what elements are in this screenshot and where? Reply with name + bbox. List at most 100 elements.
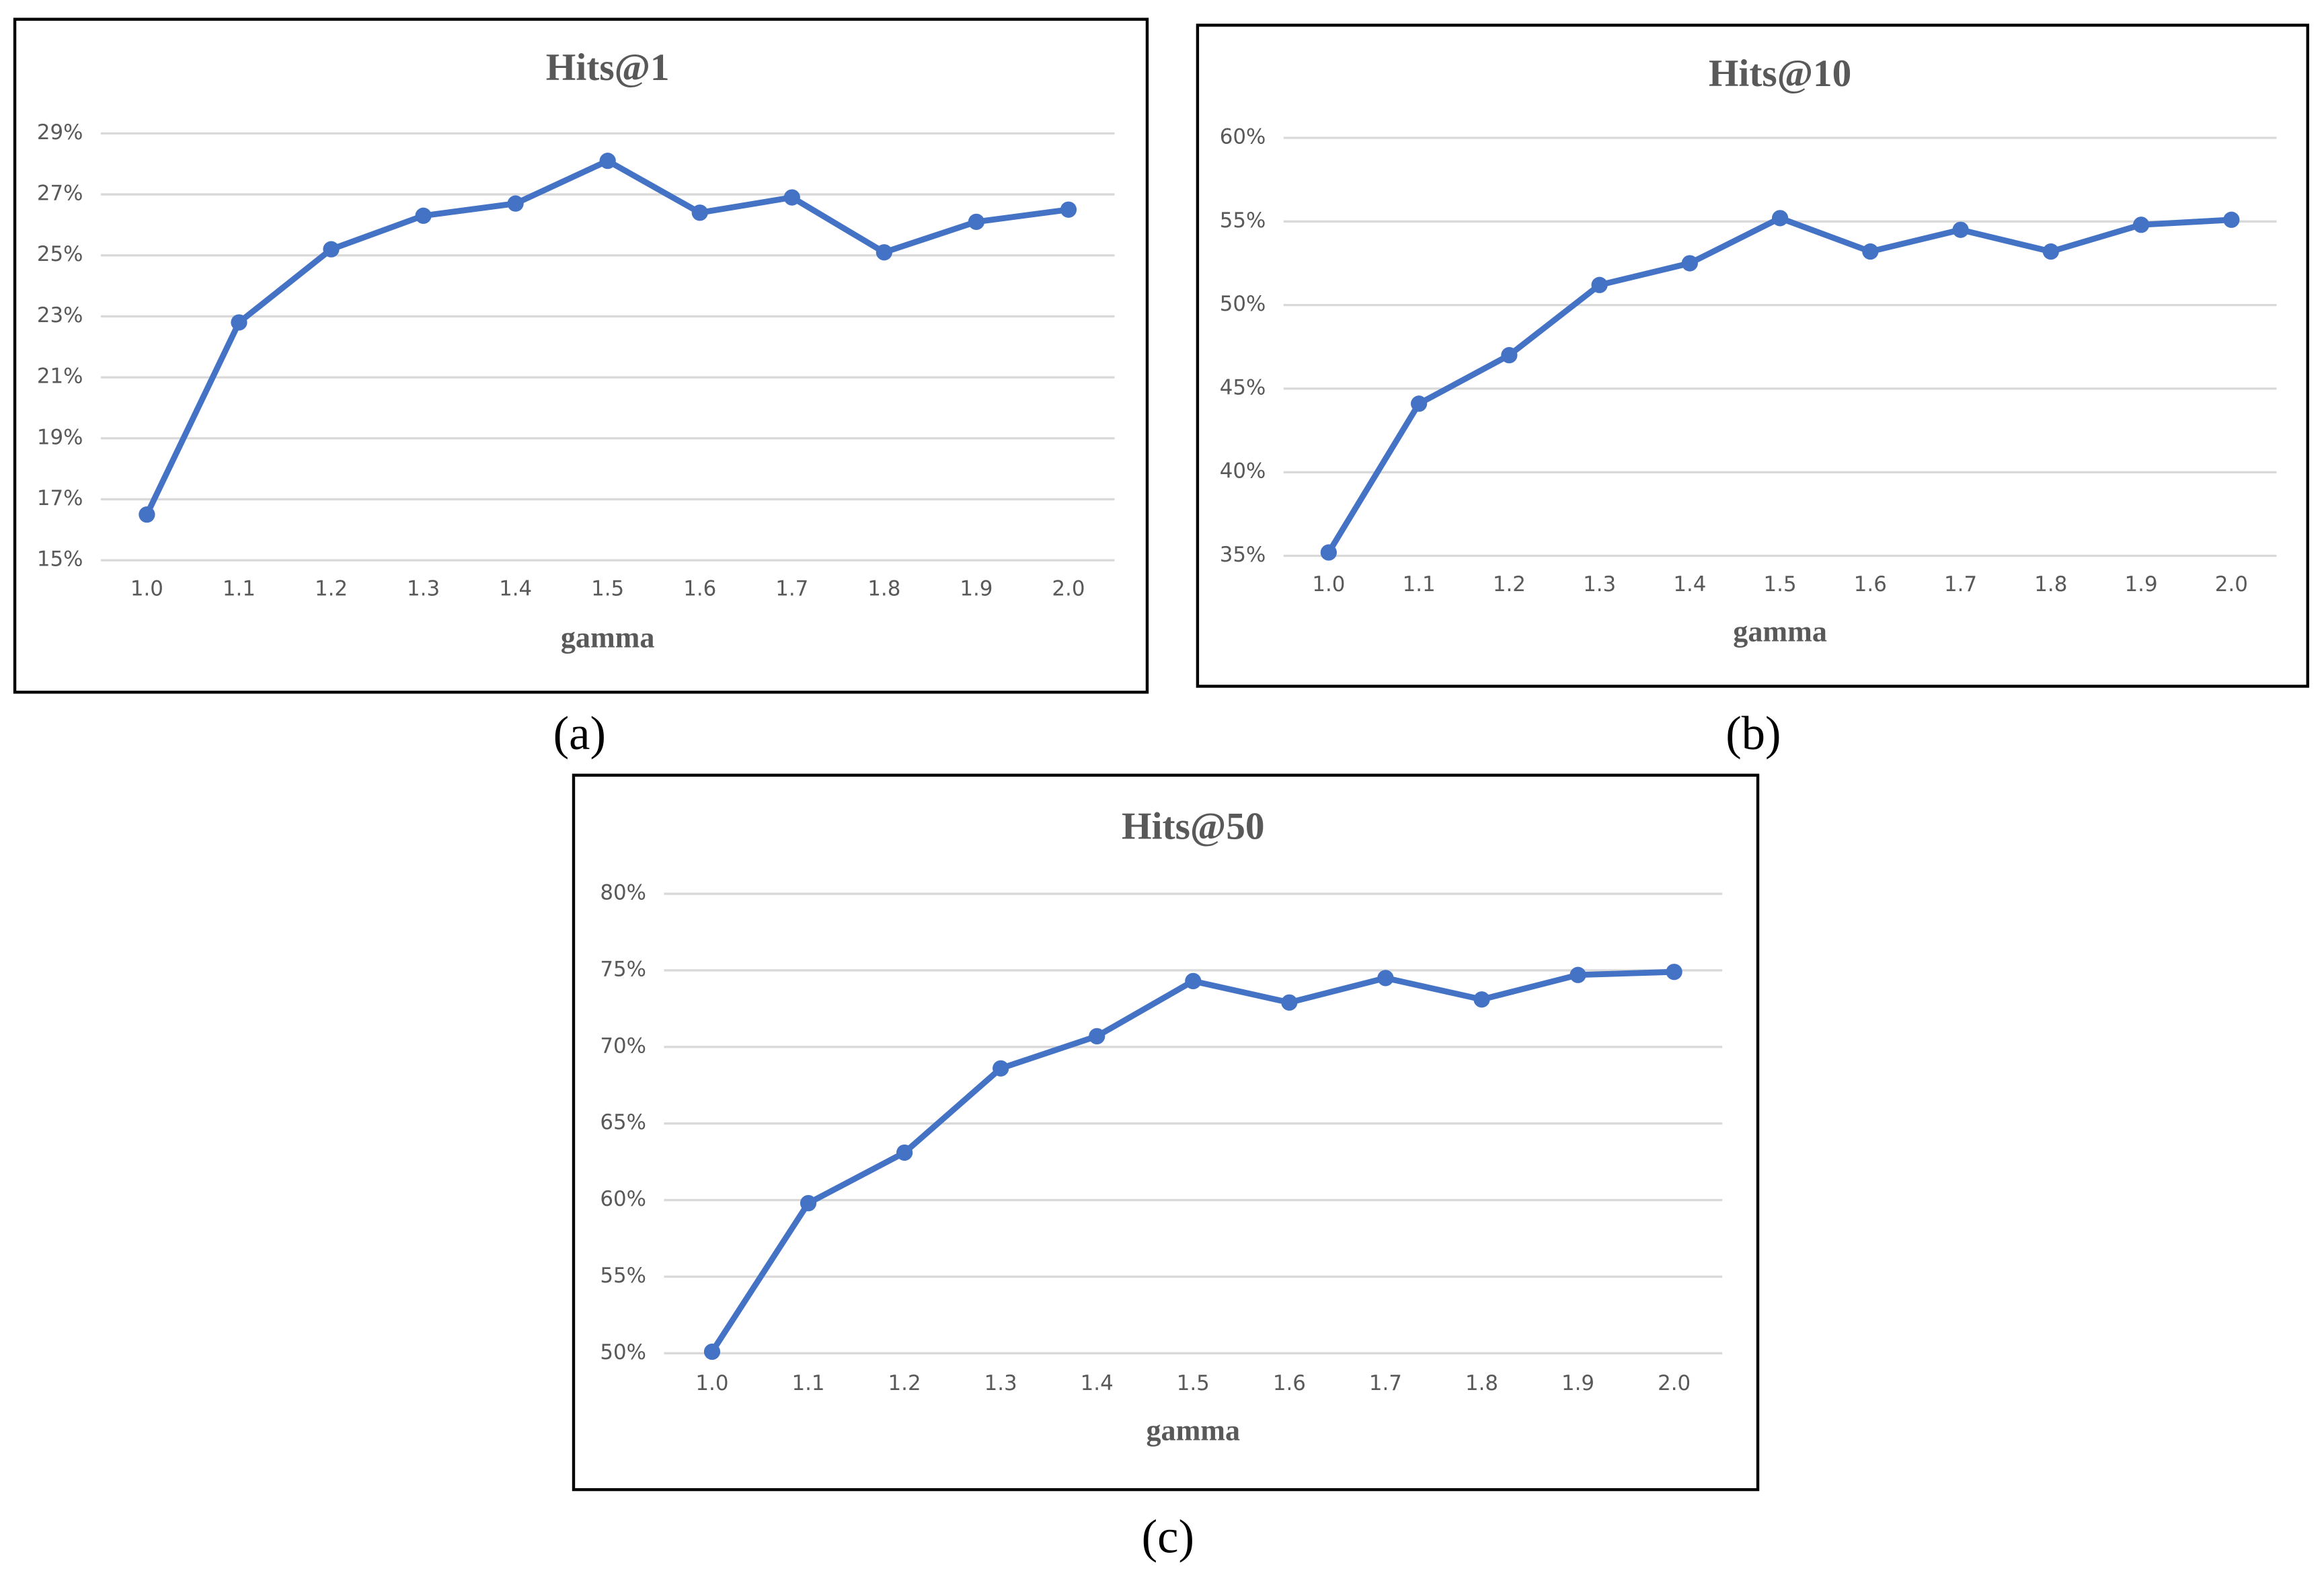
x-tick-label: 1.2 (1493, 572, 1526, 596)
marker (1952, 221, 1969, 238)
x-tick-label: 2.0 (2215, 572, 2248, 596)
y-tick-label: 40% (1220, 459, 1266, 484)
marker (1060, 201, 1077, 218)
y-tick-label: 75% (600, 957, 646, 981)
marker (139, 506, 155, 523)
x-tick-label: 1.7 (1944, 572, 1977, 596)
y-tick-label: 60% (1220, 124, 1266, 149)
x-tick-label: 1.2 (315, 577, 348, 601)
marker (2132, 217, 2150, 233)
chart-title: Hits@1 (546, 46, 670, 89)
x-tick-label: 1.2 (888, 1371, 921, 1395)
y-tick-label: 45% (1220, 375, 1266, 399)
marker (1185, 972, 1202, 989)
x-tick-label: 1.4 (1081, 1371, 1114, 1395)
x-tick-label: 1.9 (960, 577, 993, 601)
marker (968, 213, 985, 230)
x-axis-label: gamma (1147, 1414, 1241, 1447)
y-tick-label: 23% (37, 303, 83, 328)
marker (1591, 276, 1608, 293)
marker (876, 244, 892, 261)
marker (1570, 966, 1586, 983)
x-tick-label: 1.0 (1312, 572, 1345, 596)
marker (415, 207, 432, 224)
chart-title: Hits@50 (1122, 805, 1264, 847)
marker (2223, 211, 2240, 228)
x-tick-label: 1.0 (695, 1371, 728, 1395)
marker (1501, 347, 1518, 364)
x-tick-label: 1.7 (1369, 1371, 1402, 1395)
marker (1320, 544, 1337, 561)
x-tick-label: 1.1 (1403, 572, 1436, 596)
y-tick-label: 35% (1220, 543, 1266, 567)
panel-caption: (a) (553, 707, 606, 760)
y-tick-label: 25% (37, 242, 83, 266)
marker (1862, 243, 1879, 260)
x-tick-label: 1.1 (223, 577, 256, 601)
x-tick-label: 2.0 (1052, 577, 1085, 601)
x-tick-label: 1.5 (591, 577, 624, 601)
marker (599, 153, 616, 169)
y-tick-label: 55% (1220, 208, 1266, 233)
x-tick-label: 1.8 (867, 577, 900, 601)
x-tick-label: 1.6 (683, 577, 716, 601)
y-tick-label: 55% (600, 1264, 646, 1288)
x-tick-label: 1.7 (775, 577, 808, 601)
x-tick-label: 1.9 (2125, 572, 2158, 596)
marker (1771, 210, 1789, 227)
y-tick-label: 19% (37, 425, 83, 449)
y-tick-label: 17% (37, 486, 83, 510)
panel-border (13, 17, 1149, 694)
y-tick-label: 21% (37, 364, 83, 389)
panel-border (572, 773, 1760, 1492)
marker (323, 241, 340, 258)
marker (1473, 991, 1490, 1008)
x-tick-label: 1.6 (1854, 572, 1887, 596)
x-tick-label: 1.4 (1673, 572, 1706, 596)
x-axis-label: gamma (561, 621, 655, 654)
y-tick-label: 29% (37, 120, 83, 145)
marker (231, 314, 247, 331)
x-tick-label: 1.0 (130, 577, 163, 601)
marker (691, 204, 708, 221)
x-tick-label: 1.3 (407, 577, 440, 601)
y-tick-label: 65% (600, 1110, 646, 1134)
x-tick-label: 1.4 (499, 577, 532, 601)
y-tick-label: 50% (1220, 292, 1266, 316)
x-tick-label: 2.0 (1658, 1371, 1691, 1395)
x-tick-label: 1.1 (791, 1371, 824, 1395)
marker (1089, 1028, 1106, 1044)
x-tick-label: 1.9 (1561, 1371, 1594, 1395)
y-tick-label: 60% (600, 1187, 646, 1211)
x-tick-label: 1.5 (1177, 1371, 1210, 1395)
y-tick-label: 50% (600, 1340, 646, 1364)
marker (1281, 994, 1298, 1011)
panel-caption: (c) (1142, 1510, 1194, 1563)
marker (993, 1060, 1009, 1077)
marker (507, 195, 524, 212)
x-tick-label: 1.5 (1764, 572, 1797, 596)
marker (783, 189, 800, 206)
marker (2042, 243, 2059, 260)
y-tick-label: 80% (600, 881, 646, 905)
panel-caption: (b) (1726, 707, 1781, 760)
marker (703, 1343, 721, 1360)
marker (1377, 970, 1394, 987)
y-tick-label: 15% (37, 547, 83, 572)
y-tick-label: 27% (37, 182, 83, 206)
marker (1681, 255, 1698, 272)
x-tick-label: 1.6 (1273, 1371, 1306, 1395)
chart-title: Hits@10 (1709, 52, 1851, 95)
x-tick-label: 1.3 (984, 1371, 1017, 1395)
x-axis-label: gamma (1733, 615, 1827, 648)
panel-border (1196, 24, 2309, 688)
marker (800, 1194, 817, 1212)
x-tick-label: 1.3 (1583, 572, 1616, 596)
x-tick-label: 1.8 (2034, 572, 2067, 596)
marker (896, 1144, 913, 1161)
marker (1410, 395, 1428, 412)
marker (1666, 964, 1682, 980)
